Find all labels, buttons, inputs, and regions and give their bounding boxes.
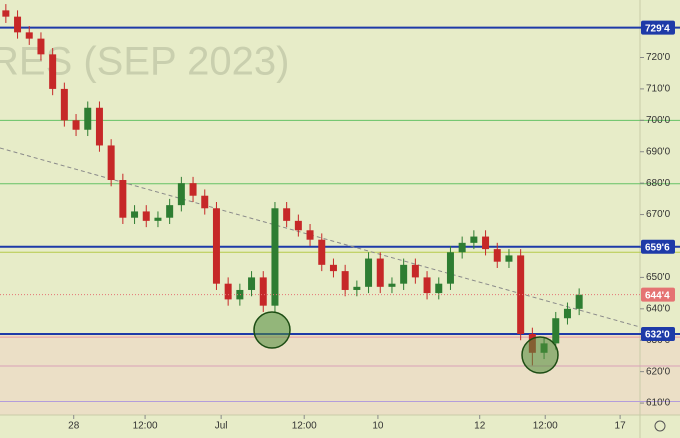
candle-body [575, 294, 583, 309]
price-badge [641, 239, 675, 254]
candle-body [166, 205, 174, 218]
candle-body [95, 107, 103, 146]
candle-body [400, 264, 408, 284]
candle-body [318, 239, 326, 265]
price-badge-label: 632'0 [645, 330, 670, 341]
candle-body [224, 283, 232, 300]
candle-body [49, 54, 57, 89]
candle-body [212, 208, 220, 284]
candle-body [458, 242, 466, 253]
x-tick-label: 12:00 [133, 421, 158, 432]
candle-body [271, 208, 279, 306]
candle-body [60, 88, 68, 121]
price-badge-label: 659'6 [645, 242, 670, 253]
candle-body [505, 255, 513, 262]
candle-body [294, 220, 302, 231]
y-tick-label: 700'0 [646, 115, 671, 126]
candle-body [107, 145, 115, 181]
y-tick-label: 620'0 [646, 366, 671, 377]
x-tick-label: 28 [68, 421, 80, 432]
trend-line [0, 147, 641, 328]
price-badge-label: 729'4 [645, 23, 670, 34]
candle-body [283, 208, 291, 221]
price-badge-label: 644'4 [645, 290, 670, 301]
marker-circle [521, 336, 559, 374]
y-tick-label: 720'0 [646, 52, 671, 63]
y-tick-label: 640'0 [646, 303, 671, 314]
watermark: RES (SEP 2023) [0, 40, 289, 84]
x-tick-label: 12 [474, 421, 486, 432]
candle-body [493, 249, 501, 262]
x-tick-label: 12:00 [533, 421, 558, 432]
price-badge [641, 326, 675, 341]
candle-body [236, 289, 244, 300]
x-tick-label: 10 [372, 421, 384, 432]
candle-body [37, 38, 45, 55]
candle-body [154, 217, 162, 221]
settings-icon[interactable] [654, 420, 666, 432]
candle-body [329, 264, 337, 272]
candle-body [365, 258, 373, 287]
price-badge [641, 20, 675, 35]
price-badge [641, 287, 675, 302]
candle-body [248, 277, 256, 290]
y-tick-label: 710'0 [646, 84, 671, 95]
x-tick-label: 12:00 [292, 421, 317, 432]
y-tick-label: 610'0 [646, 398, 671, 409]
x-tick-label: 17 [615, 421, 627, 432]
candle-body [423, 277, 431, 294]
candle-body [563, 308, 571, 319]
x-tick-label: Jul [215, 421, 228, 432]
y-tick-label: 650'0 [646, 272, 671, 283]
candle-body [446, 252, 454, 284]
y-tick-label: 690'0 [646, 146, 671, 157]
candle-body [435, 283, 443, 294]
candle-body [376, 258, 384, 287]
candle-body [306, 230, 314, 240]
zone [0, 334, 680, 415]
candle-body [341, 271, 349, 290]
candle-body [470, 236, 478, 243]
candle-body [177, 183, 185, 206]
candle-body [552, 318, 560, 344]
y-tick-label: 670'0 [646, 209, 671, 220]
candle-body [84, 107, 92, 130]
marker-circle [253, 311, 291, 349]
candle-body [2, 10, 10, 17]
candle-body [189, 183, 197, 196]
candle-body [14, 16, 22, 33]
candle-body [119, 180, 127, 218]
candle-body [142, 211, 150, 221]
y-tick-label: 680'0 [646, 178, 671, 189]
candle-body [259, 277, 267, 306]
candle-body [411, 264, 419, 278]
candle-body [482, 236, 490, 250]
candle-body [517, 255, 525, 334]
candle-body [353, 286, 361, 290]
candle-body [201, 195, 209, 209]
candle-body [388, 283, 396, 287]
candle-body [72, 120, 80, 130]
candle-body [25, 32, 33, 39]
candle-body [131, 211, 139, 218]
